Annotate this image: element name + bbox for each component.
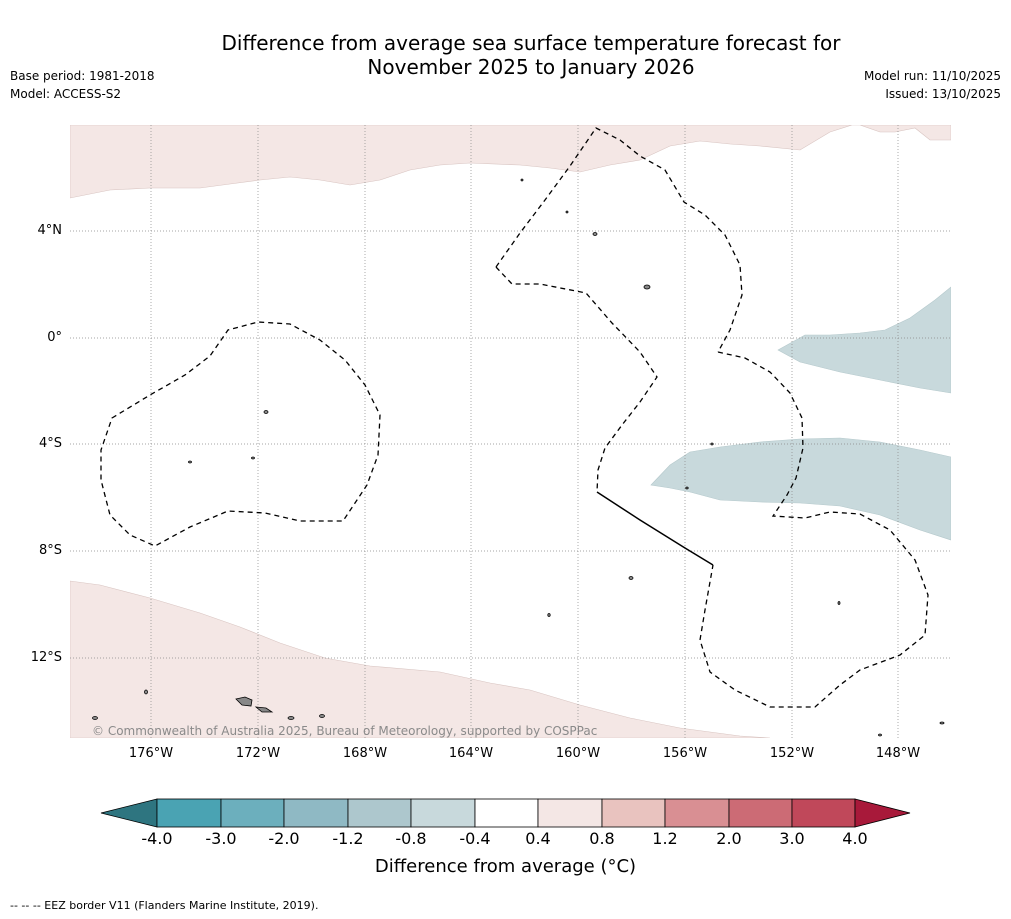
issued-date: Issued: 13/10/2025	[885, 87, 1001, 101]
colorbar-tick: -1.2	[332, 829, 364, 848]
eez-border-solid-segment	[596, 491, 714, 566]
model-name: Model: ACCESS-S2	[10, 87, 122, 101]
title-line-1: Difference from average sea surface temp…	[221, 31, 841, 55]
map-title: Difference from average sea surface temp…	[0, 31, 1011, 79]
colorbar-bin	[283, 798, 349, 828]
colorbar-tick: 4.0	[842, 829, 868, 848]
lat-label-4s: 4°S	[38, 436, 62, 451]
lon-label-176w: 176°W	[128, 746, 174, 761]
lon-label-168w: 168°W	[342, 746, 388, 761]
footnote-eez: -- -- -- EEZ border V11 (Flanders Marine…	[10, 899, 319, 912]
lat-label-12s: 12°S	[30, 650, 62, 665]
colorbar-arrow-max	[854, 798, 911, 828]
colorbar-bin	[537, 798, 603, 828]
cool-anomaly-region-east	[777, 286, 951, 394]
title-line-2: November 2025 to January 2026	[367, 55, 695, 79]
lon-label-164w: 164°W	[448, 746, 494, 761]
colorbar-bin	[791, 798, 856, 828]
gridlines	[70, 125, 951, 738]
islands	[92, 178, 945, 737]
colorbar-bin	[347, 798, 412, 828]
colorbar-bin	[474, 798, 539, 828]
eez-border-east	[699, 351, 929, 708]
colorbar-tick: 0.8	[589, 829, 615, 848]
lat-label-0: 0°	[47, 330, 62, 345]
lon-label-152w: 152°W	[769, 746, 815, 761]
eez-border-central-west	[495, 266, 658, 493]
colorbar-bin	[156, 798, 222, 828]
eez-border-west	[100, 321, 381, 547]
colorbar-title: Difference from average (°C)	[374, 856, 637, 877]
eez-borders	[100, 127, 929, 708]
colorbar-bin	[220, 798, 285, 828]
colorbar-bin	[664, 798, 730, 828]
colorbar-tick: -2.0	[268, 829, 300, 848]
island-small	[144, 689, 148, 695]
lon-label-172w: 172°W	[235, 746, 281, 761]
lat-label-8s: 8°S	[38, 543, 62, 558]
island-upolu	[254, 706, 274, 713]
colorbar-tick: 2.0	[716, 829, 742, 848]
warm-anomaly-region-north	[70, 125, 951, 199]
colorbar-bin	[728, 798, 793, 828]
model-run: Model run: 11/10/2025	[863, 69, 1001, 83]
colorbar-tick: -0.4	[459, 829, 491, 848]
colorbar-tick: 1.2	[652, 829, 678, 848]
colorbar-bin	[601, 798, 666, 828]
lon-label-156w: 156°W	[662, 746, 708, 761]
lat-label-4n: 4°N	[37, 223, 63, 238]
lon-label-148w: 148°W	[875, 746, 921, 761]
colorbar-arrow-min	[100, 798, 158, 828]
cool-anomaly-region-south	[650, 437, 951, 541]
colorbar-bin	[410, 798, 476, 828]
base-period: Base period: 1981-2018	[10, 69, 155, 83]
colorbar-tick: -4.0	[141, 829, 173, 848]
meta-right: Model run: 11/10/2025 Issued: 13/10/2025	[864, 67, 1001, 103]
colorbar	[100, 798, 911, 828]
colorbar-tick: -0.8	[395, 829, 427, 848]
colorbar-tick: 0.4	[525, 829, 551, 848]
lon-label-160w: 160°W	[555, 746, 601, 761]
meta-left: Base period: 1981-2018 Model: ACCESS-S2	[10, 67, 155, 103]
eez-border-central	[495, 127, 743, 353]
island-savaii	[235, 696, 253, 707]
colorbar-tick: 3.0	[779, 829, 805, 848]
colorbar-tick: -3.0	[205, 829, 237, 848]
copyright-text: © Commonwealth of Australia 2025, Bureau…	[92, 724, 598, 738]
